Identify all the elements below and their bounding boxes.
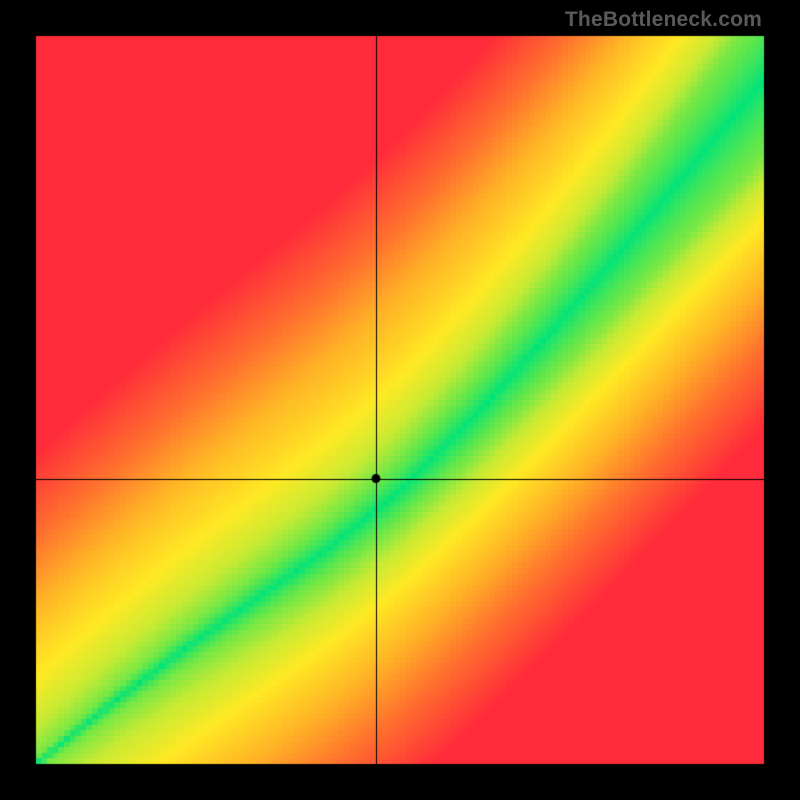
watermark-text: TheBottleneck.com bbox=[565, 8, 762, 32]
bottleneck-heatmap-canvas bbox=[0, 0, 800, 800]
chart-container: TheBottleneck.com bbox=[0, 0, 800, 800]
